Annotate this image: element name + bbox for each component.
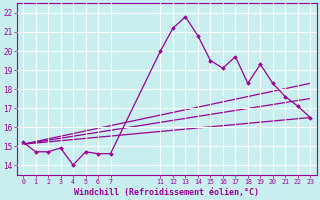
- X-axis label: Windchill (Refroidissement éolien,°C): Windchill (Refroidissement éolien,°C): [74, 188, 259, 197]
